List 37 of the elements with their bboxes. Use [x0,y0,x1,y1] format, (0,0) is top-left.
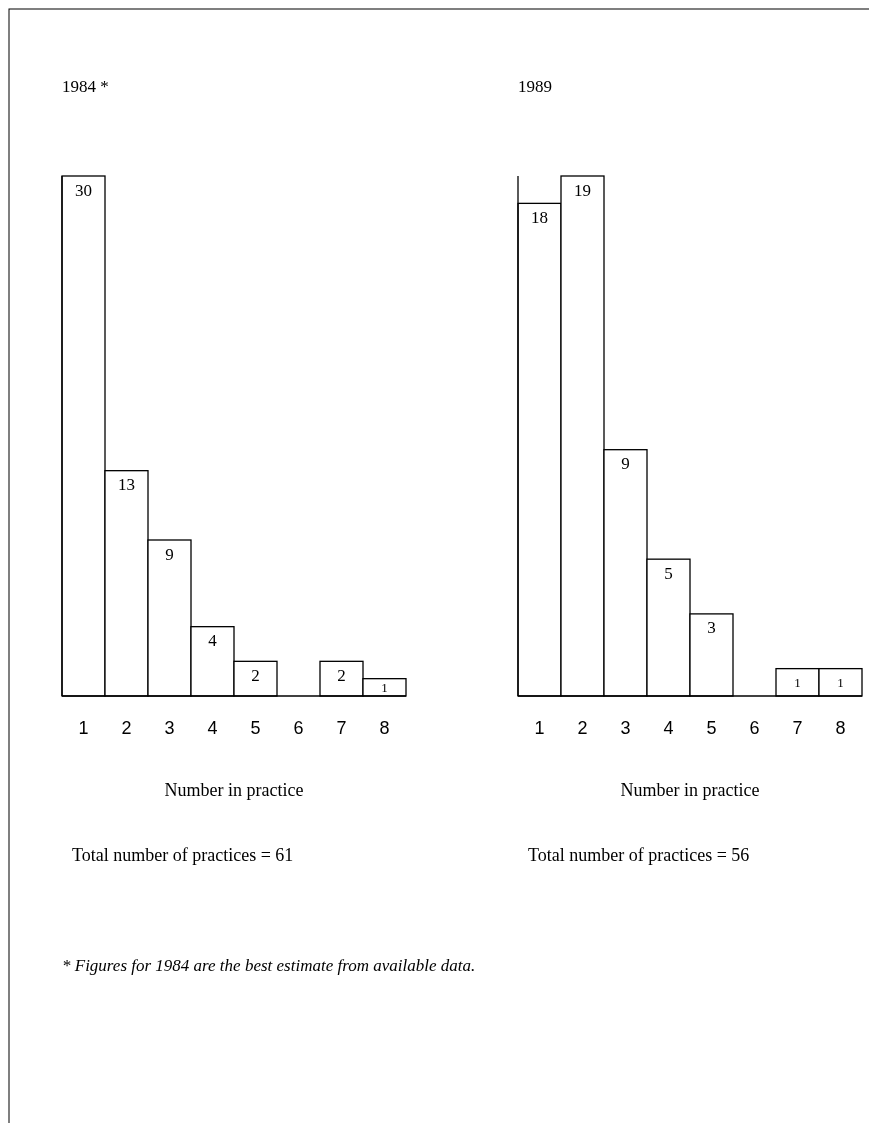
x-tick-label: 6 [749,718,760,738]
chart-title: 1989 [518,77,552,96]
data-label: 30 [75,180,92,200]
x-tick-label: 8 [379,718,390,738]
x-tick-label: 2 [121,718,132,738]
x-tick-label: 3 [620,718,631,738]
x-tick-label: 8 [835,718,846,738]
x-tick-label: 7 [336,718,347,738]
x-tick-label: 3 [164,718,175,738]
text: Total number of practices = 56 [528,845,750,865]
x-tick-label: 4 [207,718,218,738]
data-label: 2 [337,665,346,685]
data-label: 18 [531,207,548,227]
data-label: 2 [251,665,260,685]
data-label: 5 [664,563,673,583]
x-tick-label: 2 [577,718,588,738]
data-label: 9 [165,544,174,564]
chart-title: 1984 * [62,77,109,96]
data-label: 3 [707,618,716,638]
x-tick-label: 6 [293,718,304,738]
data-label: 1 [381,679,388,695]
data-label: 4 [208,631,218,651]
x-tick-label: 1 [534,718,545,738]
data-label: 9 [621,454,630,474]
data-label: 1 [794,674,801,690]
data-label: 13 [118,475,135,495]
x-tick-label: 4 [663,718,674,738]
text: * Figures for 1984 are the best estimate from available data. [62,956,476,975]
text: Total number of practices = 61 [72,845,294,865]
x-tick-label: 5 [250,718,261,738]
x-tick-label: 7 [792,718,803,738]
x-axis-title: Number in practice [620,780,760,800]
data-label: 1 [837,674,844,690]
x-axis-title: Number in practice [164,780,304,800]
x-tick-label: 1 [78,718,89,738]
x-tick-label: 5 [706,718,717,738]
data-label: 19 [574,180,591,200]
